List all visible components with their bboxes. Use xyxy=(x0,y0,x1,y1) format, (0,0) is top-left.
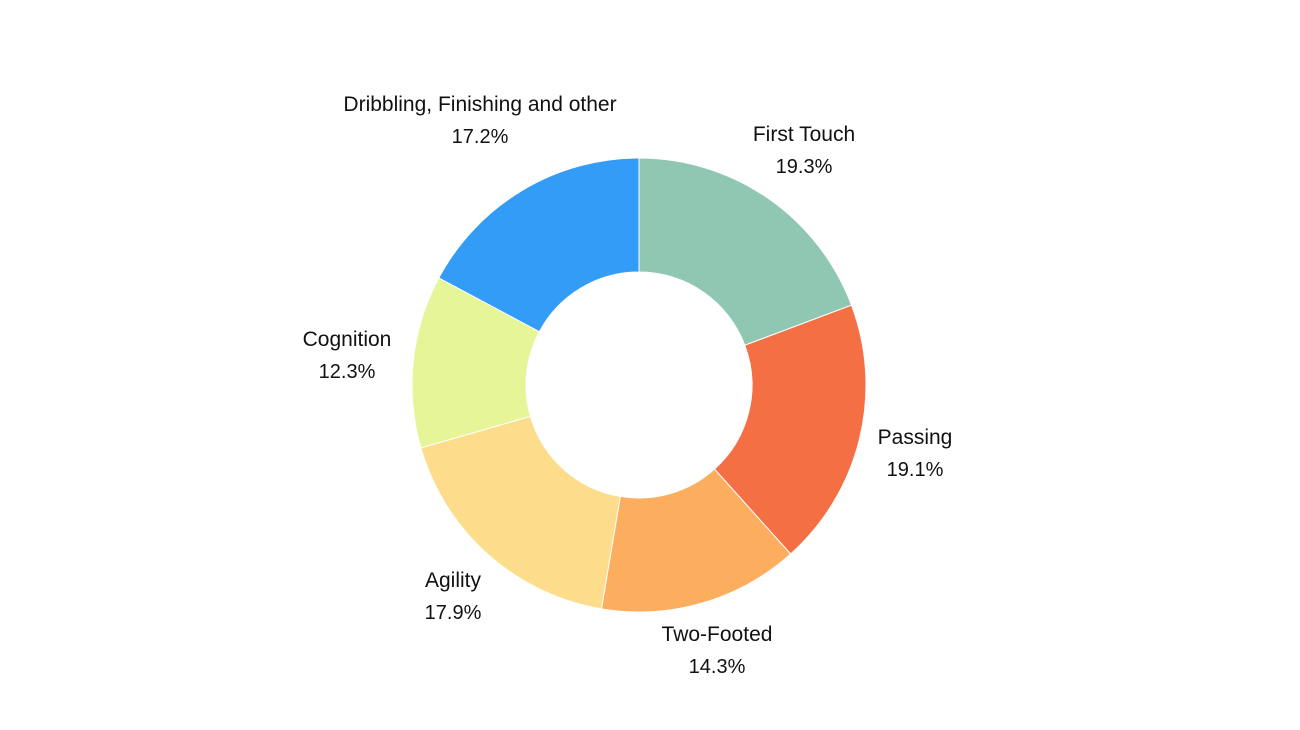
donut-labels: First Touch 19.3% Passing 19.1% Two-Footed 14… xyxy=(303,93,953,678)
slice-percent: 17.9% xyxy=(425,602,482,624)
slice-first-touch xyxy=(638,157,853,346)
slice-percent: 19.3% xyxy=(776,156,833,178)
slice-label: Dribbling, Finishing and other xyxy=(343,93,616,116)
slice-two-footed xyxy=(600,468,792,613)
slice-percent: 12.3% xyxy=(319,361,376,383)
donut-slices xyxy=(411,157,867,613)
slice-percent: 19.1% xyxy=(887,459,944,481)
slice-label: Two-Footed xyxy=(662,623,773,646)
slice-label: Agility xyxy=(425,569,482,592)
slice-passing xyxy=(713,304,867,555)
slice-percent: 14.3% xyxy=(689,656,746,678)
slice-dribbling-finishing-and-other xyxy=(438,157,640,333)
slice-label: Cognition xyxy=(303,328,392,351)
slice-agility xyxy=(420,415,621,610)
slice-label: Passing xyxy=(878,426,953,449)
slice-percent: 17.2% xyxy=(452,126,509,148)
slice-label: First Touch xyxy=(753,123,855,146)
